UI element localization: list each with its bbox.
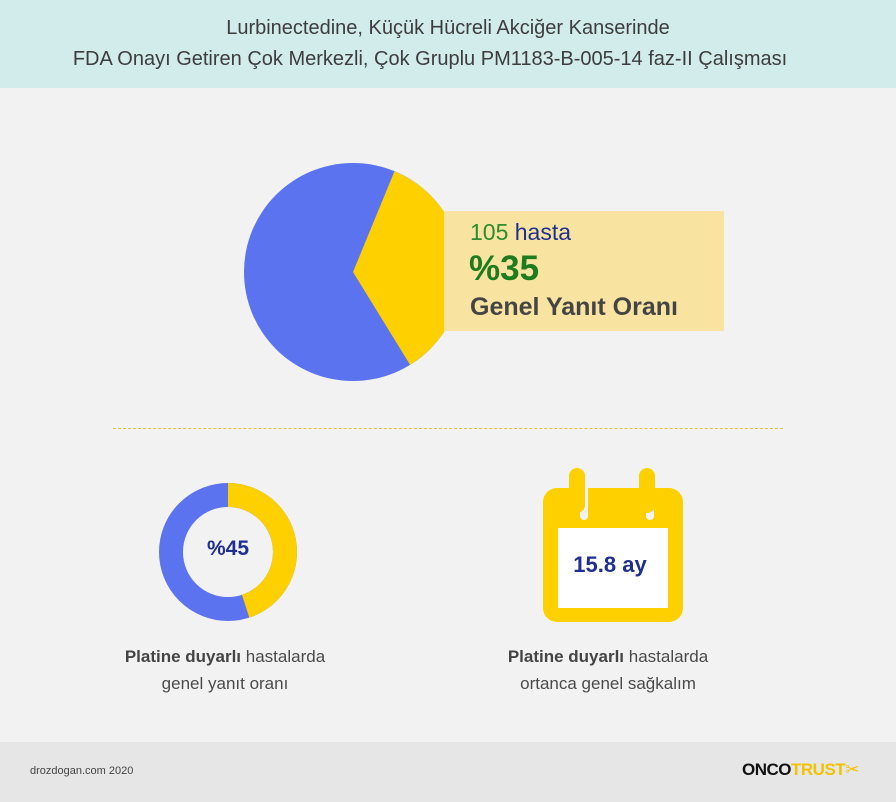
title-line-2: FDA Onayı Getiren Çok Merkezli, Çok Grup…: [72, 48, 788, 70]
patient-count-number: 105: [470, 219, 509, 245]
right-caption-bold: Platine duyarlı: [507, 647, 625, 666]
calendar-icon: [543, 468, 683, 622]
right-caption-line2: ortanca genel sağkalım: [520, 674, 696, 693]
oncotrust-logo: ONCOTRUST✂: [742, 760, 859, 779]
scissors-icon: ✂: [845, 760, 859, 779]
patient-count: 105 hasta: [470, 219, 571, 246]
right-caption: Platine duyarlı hastalarda ortanca genel…: [473, 643, 743, 697]
left-caption-rest: hastalarda: [241, 647, 326, 666]
main-stat-box: 105 hasta %35 Genel Yanıt Oranı: [444, 211, 724, 331]
section-divider: [113, 428, 783, 429]
response-pie-chart: [244, 163, 462, 381]
left-caption: Platine duyarlı hastalarda genel yanıt o…: [90, 643, 360, 697]
header-banner: Lurbinectedine, Küçük Hücreli Akciğer Ka…: [0, 0, 896, 88]
right-caption-rest: hastalarda: [624, 647, 709, 666]
pie-slice-response: [353, 171, 462, 365]
overall-response-label: Genel Yanıt Oranı: [470, 293, 678, 321]
overall-response-rate: %35: [469, 249, 540, 288]
left-caption-line2: genel yanıt oranı: [161, 674, 289, 693]
left-caption-bold: Platine duyarlı: [124, 647, 242, 666]
footer-site: drozdogan.com 2020: [30, 765, 134, 777]
title-line-1: Lurbinectedine, Küçük Hücreli Akciğer Ka…: [226, 17, 670, 39]
footer: drozdogan.com 2020 ONCOTRUST✂: [0, 742, 896, 802]
donut-value: %45: [206, 537, 250, 560]
platinum-response-donut: [159, 483, 297, 621]
donut-arc-response: [227, 483, 297, 618]
survival-value: 15.8 ay: [573, 552, 647, 577]
patient-count-label: hasta: [514, 219, 572, 245]
